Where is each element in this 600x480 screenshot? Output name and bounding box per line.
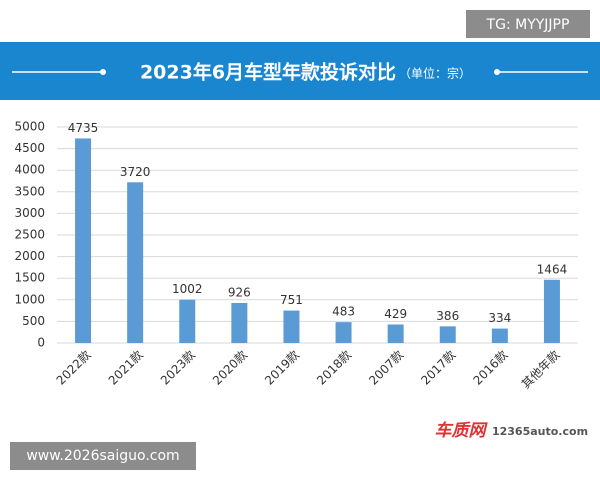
data-label: 1464: [537, 262, 568, 276]
data-label: 4735: [68, 121, 99, 135]
data-label: 429: [384, 307, 407, 321]
data-label: 3720: [120, 165, 151, 179]
y-tick-label: 3500: [14, 184, 45, 198]
bar: [75, 138, 92, 343]
y-tick-label: 1500: [14, 271, 45, 285]
bar: [543, 279, 560, 343]
data-label: 751: [280, 293, 303, 307]
bar: [439, 326, 456, 343]
watermark: TG: MYYJJPP: [486, 17, 570, 33]
data-label: 1002: [172, 282, 203, 296]
bar: [127, 182, 144, 343]
y-tick-label: 2000: [14, 249, 45, 263]
watermark: www.2026saiguo.com: [26, 448, 179, 464]
title-banner: [0, 42, 600, 100]
y-tick-label: 4000: [14, 163, 45, 177]
watermark-box: [466, 10, 590, 38]
data-label: 334: [488, 311, 511, 325]
y-tick-label: 3000: [14, 206, 45, 220]
banner-dot: [100, 69, 106, 75]
banner-dot: [494, 69, 500, 75]
logo-name: 车质网: [435, 421, 489, 441]
y-tick-label: 1000: [14, 292, 45, 306]
bar: [179, 299, 196, 343]
data-label: 386: [436, 309, 459, 323]
bar: [283, 310, 300, 343]
data-label: 483: [332, 305, 355, 319]
y-tick-label: 4500: [14, 141, 45, 155]
bar: [491, 328, 508, 343]
bar: [231, 302, 248, 343]
chart-subtitle: （单位：宗）: [399, 66, 471, 81]
y-tick-label: 0: [37, 336, 45, 350]
y-tick-label: 500: [22, 314, 45, 328]
chart-title: 2023年6月车型年款投诉对比: [140, 61, 396, 84]
bar: [387, 324, 404, 343]
watermark-box: [10, 442, 196, 470]
bar: [335, 322, 352, 343]
logo-url: 12365auto.com: [492, 425, 588, 438]
y-tick-label: 2500: [14, 228, 45, 242]
data-label: 926: [228, 285, 251, 299]
y-tick-label: 5000: [14, 120, 45, 134]
